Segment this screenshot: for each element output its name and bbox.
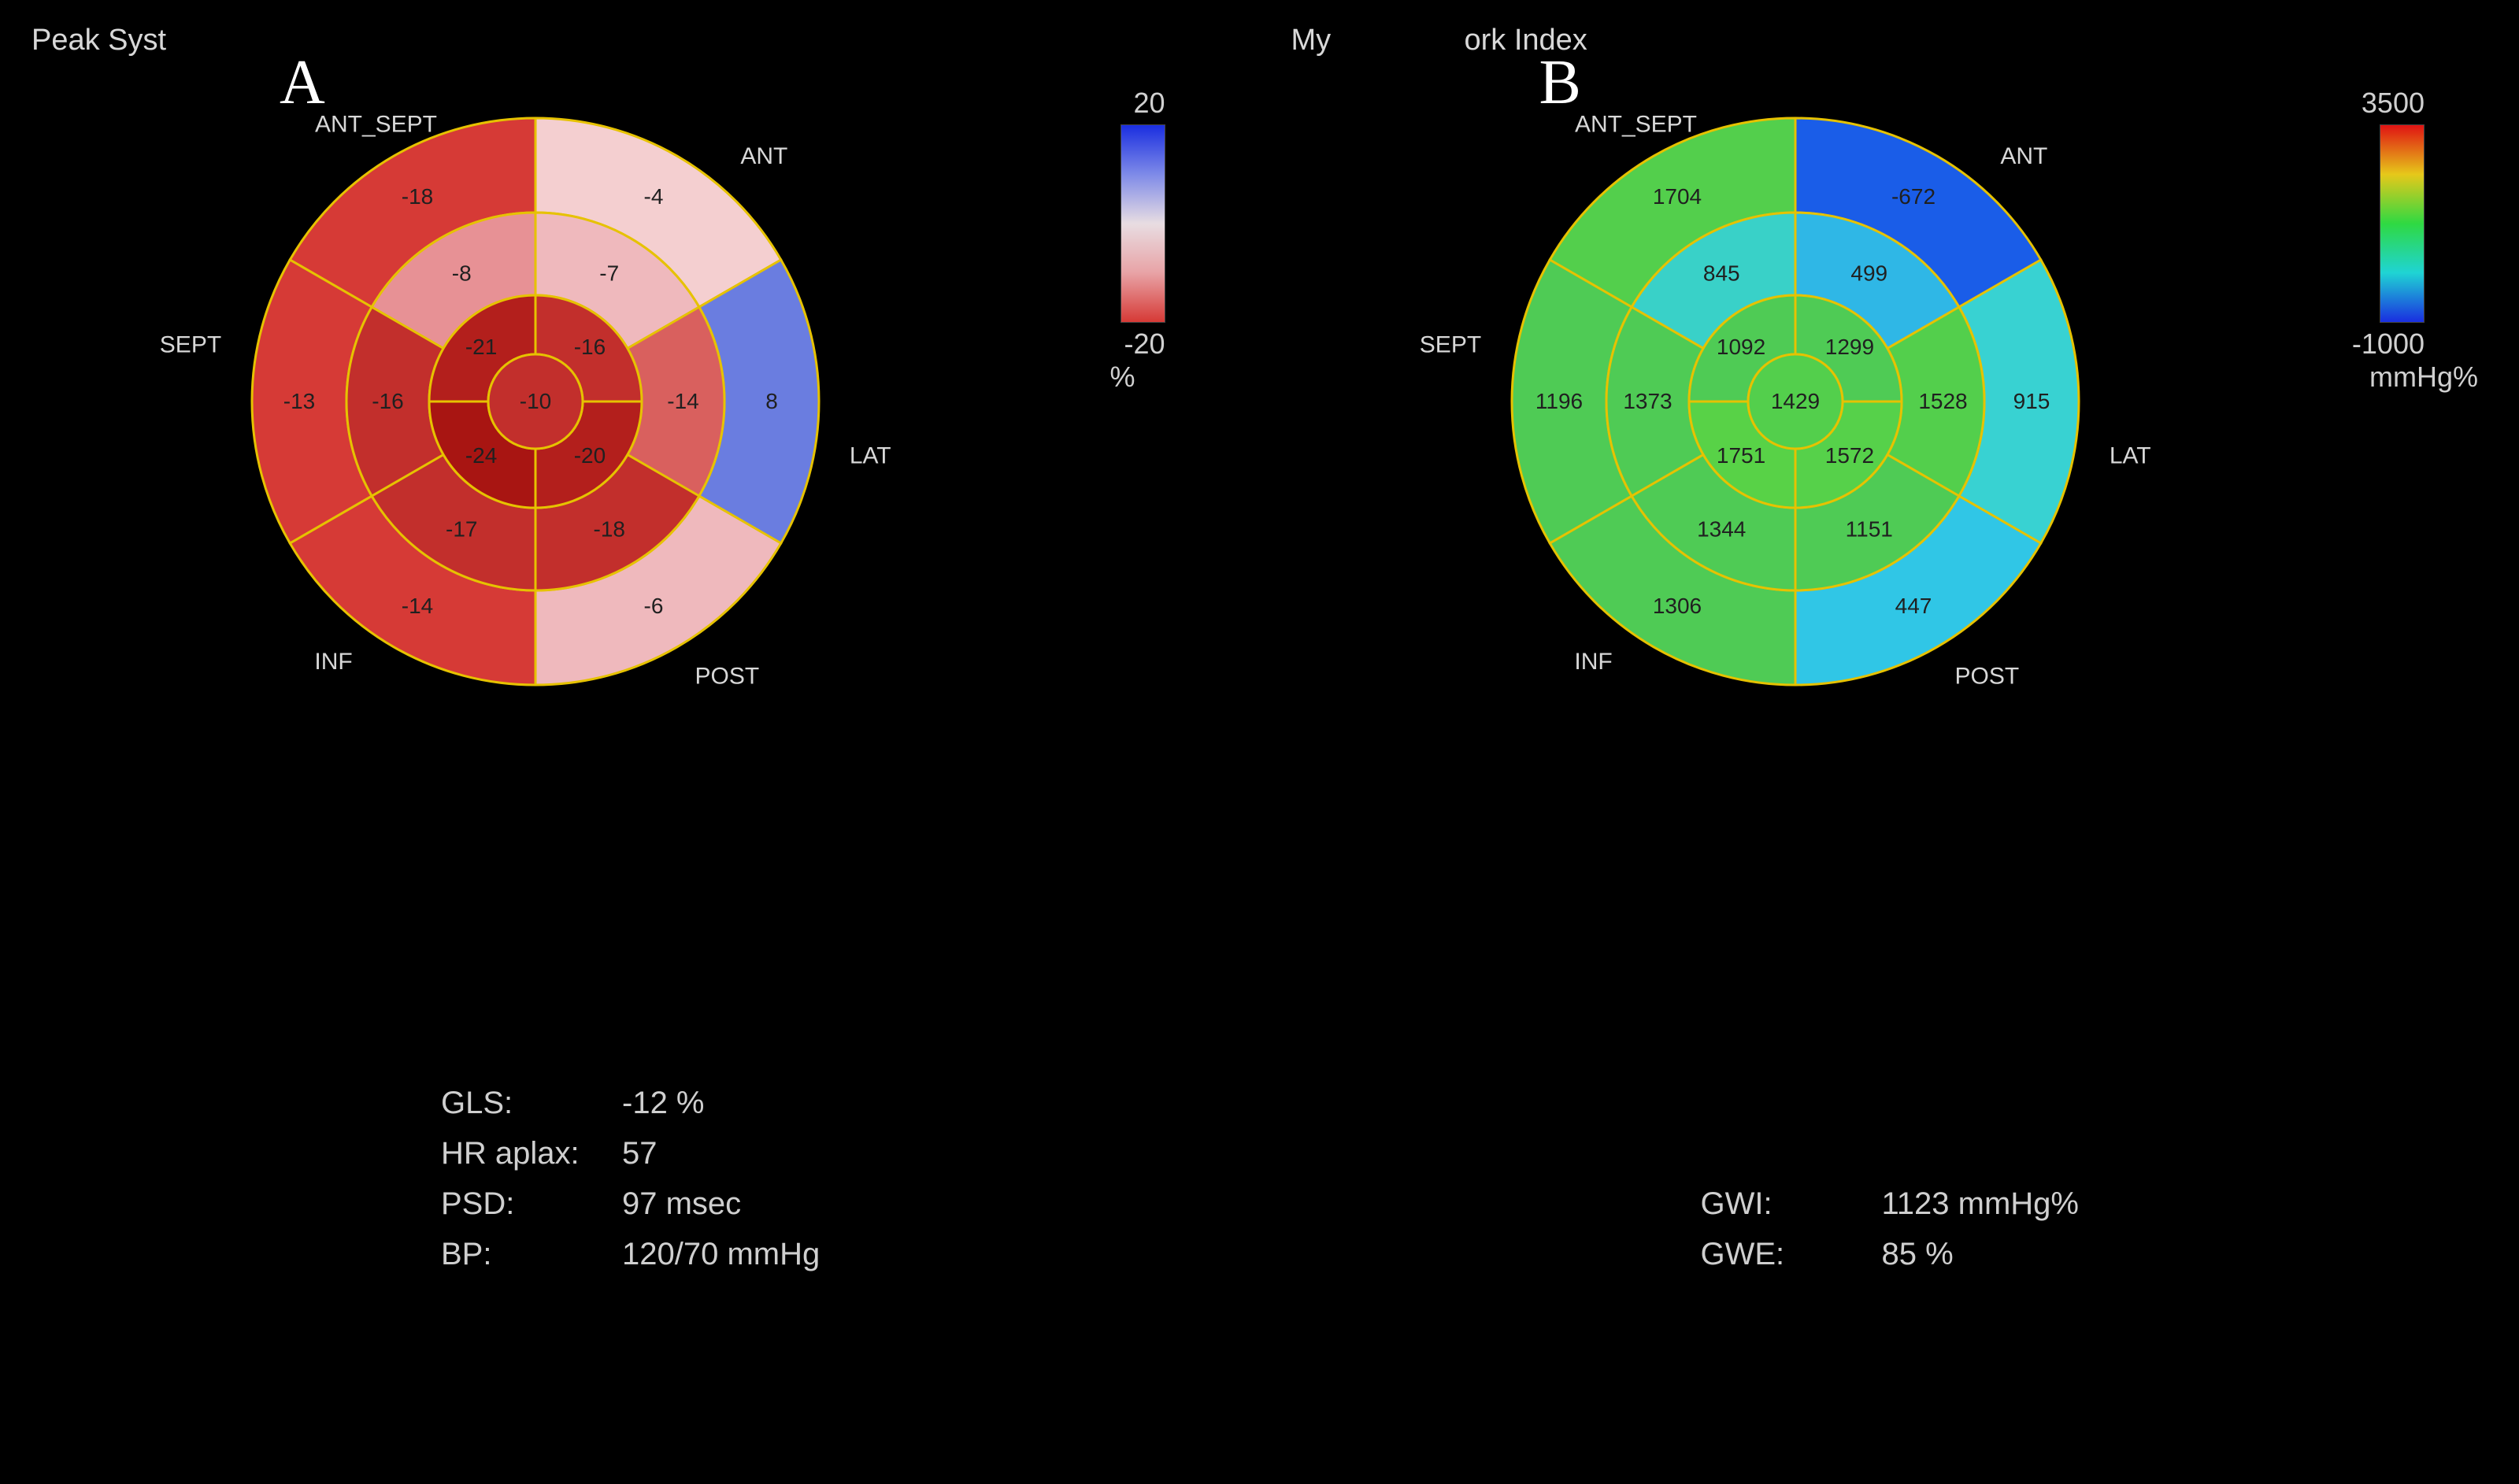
scale-top-label: 20: [1133, 87, 1165, 120]
panel-b: My ork Index B 1704-67291544713061196845…: [1260, 0, 2519, 1484]
region-label-inf: INF: [314, 649, 352, 675]
stat-value-0: -12 %: [622, 1078, 705, 1128]
stat-value-3: 120/70 mmHg: [622, 1229, 820, 1279]
stat-value-0: 1123 mmHg%: [1882, 1179, 2079, 1229]
scale-unit-label: %: [1110, 361, 1135, 394]
val-outer-post: -6: [644, 594, 664, 618]
val-inner-post: 1572: [1824, 443, 1873, 468]
stat-key-1: GWE:: [1701, 1229, 1882, 1279]
val-outer-post: 447: [1895, 594, 1932, 618]
stat-block-b: GWI: 1123 mmHg% GWE: 85 %: [1701, 1179, 2079, 1279]
region-label-ant: ANT: [740, 143, 787, 169]
val-inner-inf: 1751: [1716, 443, 1765, 468]
panel-title-left: My: [1291, 24, 1332, 57]
region-label-ant_sept: ANT_SEPT: [315, 111, 437, 137]
stat-row-1: HR aplax: 57: [441, 1128, 820, 1179]
region-label-post: POST: [1954, 664, 2019, 690]
main-container: Peak Syst A -18-48-6-14-13-8-7-14-18-17-…: [0, 0, 2519, 1484]
val-mid-sept: 1373: [1623, 389, 1672, 413]
val-outer-lat: 8: [765, 389, 778, 413]
panel-title: Peak Syst: [31, 24, 166, 57]
val-mid-ant: -7: [599, 261, 619, 286]
val-mid-sept: -16: [372, 389, 403, 413]
scale-bottom-label: -1000: [2352, 328, 2425, 361]
val-outer-ant: -672: [1891, 184, 1935, 209]
val-mid-inf: -17: [446, 516, 477, 541]
val-mid-inf: 1344: [1697, 516, 1746, 541]
val-mid-post: -18: [594, 516, 625, 541]
stat-value-1: 85 %: [1882, 1229, 1954, 1279]
region-label-ant_sept: ANT_SEPT: [1574, 111, 1696, 137]
bullseye-b: 1704 -672 915 447 1306 1196 845 499 1528 1151 1344…: [1480, 87, 2110, 716]
val-mid-lat: 1528: [1918, 389, 1967, 413]
stat-key-3: BP:: [441, 1229, 622, 1279]
region-label-lat: LAT: [850, 442, 891, 468]
val-inner-ant: -16: [574, 335, 606, 359]
scale-bottom-label: -20: [1124, 328, 1165, 361]
stat-row-0: GWI: 1123 mmHg%: [1701, 1179, 2079, 1229]
val-mid-ant_sept: 845: [1702, 261, 1739, 286]
val-apex: -10: [520, 389, 551, 413]
val-outer-inf: -14: [402, 594, 433, 618]
val-outer-lat: 915: [2013, 389, 2050, 413]
stat-key-0: GWI:: [1701, 1179, 1882, 1229]
val-apex: 1429: [1770, 389, 1819, 413]
val-mid-ant: 499: [1850, 261, 1887, 286]
stat-row-1: GWE: 85 %: [1701, 1229, 2079, 1279]
val-outer-sept: -13: [283, 389, 315, 413]
val-outer-ant_sept: -18: [402, 184, 433, 209]
val-outer-ant: -4: [644, 184, 664, 209]
val-inner-ant_sept: -21: [465, 335, 497, 359]
stat-key-1: HR aplax:: [441, 1128, 622, 1179]
scale-top-label: 3500: [2362, 87, 2425, 120]
color-scale-a: 20 -20 %: [1110, 87, 1165, 394]
val-outer-ant_sept: 1704: [1652, 184, 1701, 209]
scale-bar: [1121, 124, 1165, 323]
val-outer-inf: 1306: [1652, 594, 1701, 618]
stat-row-0: GLS: -12 %: [441, 1078, 820, 1128]
val-inner-post: -20: [574, 443, 606, 468]
region-label-inf: INF: [1574, 649, 1612, 675]
val-mid-lat: -14: [667, 389, 698, 413]
val-inner-ant: 1299: [1824, 335, 1873, 359]
scale-bar: [2380, 124, 2425, 323]
stat-block-a: GLS: -12 % HR aplax: 57 PSD: 97 msec BP:…: [441, 1078, 820, 1279]
stat-row-3: BP: 120/70 mmHg: [441, 1229, 820, 1279]
stat-value-2: 97 msec: [622, 1179, 741, 1229]
val-outer-sept: 1196: [1535, 389, 1582, 413]
panel-a: Peak Syst A -18-48-6-14-13-8-7-14-18-17-…: [0, 0, 1260, 1484]
val-mid-post: 1151: [1845, 516, 1892, 541]
val-mid-ant_sept: -8: [452, 261, 472, 286]
region-label-post: POST: [695, 664, 760, 690]
stat-value-1: 57: [622, 1128, 658, 1179]
stat-row-2: PSD: 97 msec: [441, 1179, 820, 1229]
stat-key-2: PSD:: [441, 1179, 622, 1229]
bullseye-a: -18 -4 8 -6 -14 -13 -8 -7 -14 -18 -17 -16 -21 -16 -20 -…: [220, 87, 850, 716]
stat-key-0: GLS:: [441, 1078, 622, 1128]
val-inner-inf: -24: [465, 443, 497, 468]
color-scale-b: 3500 -1000 mmHg%: [2369, 87, 2425, 394]
region-label-lat: LAT: [2109, 442, 2150, 468]
region-label-ant: ANT: [2000, 143, 2047, 169]
region-label-sept: SEPT: [1419, 332, 1480, 358]
region-label-sept: SEPT: [160, 332, 221, 358]
val-inner-ant_sept: 1092: [1716, 335, 1765, 359]
scale-unit-label: mmHg%: [2369, 361, 2478, 394]
